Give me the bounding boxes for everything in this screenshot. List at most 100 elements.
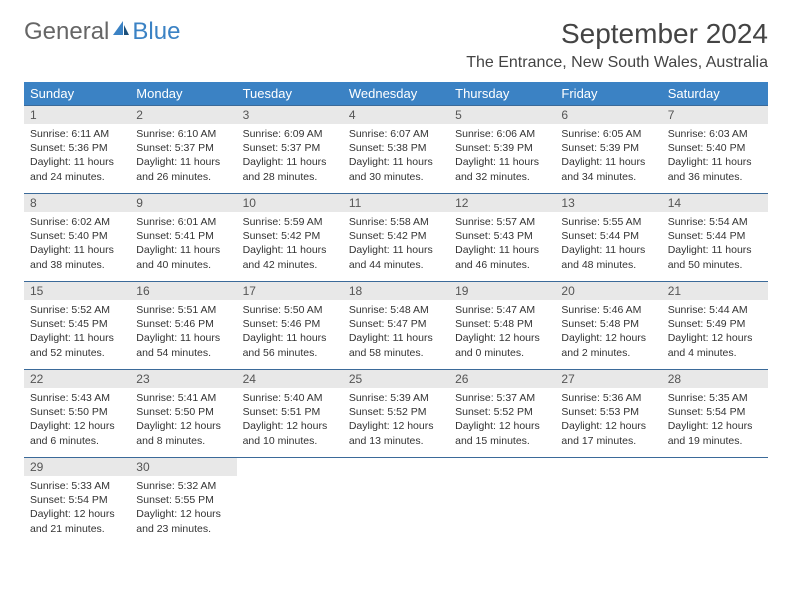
- calendar-day-cell: 11Sunrise: 5:58 AMSunset: 5:42 PMDayligh…: [343, 194, 449, 282]
- daylight-line: Daylight: 12 hours and 23 minutes.: [136, 507, 230, 535]
- calendar-day-cell: 1Sunrise: 6:11 AMSunset: 5:36 PMDaylight…: [24, 106, 130, 194]
- daylight-line: Daylight: 12 hours and 4 minutes.: [668, 331, 762, 359]
- day-number: 4: [343, 106, 449, 124]
- daylight-line: Daylight: 12 hours and 21 minutes.: [30, 507, 124, 535]
- sunrise-line: Sunrise: 5:44 AM: [668, 303, 762, 317]
- daylight-line: Daylight: 11 hours and 38 minutes.: [30, 243, 124, 271]
- day-body: Sunrise: 5:32 AMSunset: 5:55 PMDaylight:…: [130, 476, 236, 540]
- day-number: 23: [130, 370, 236, 388]
- day-number: 29: [24, 458, 130, 476]
- location-subtitle: The Entrance, New South Wales, Australia: [466, 54, 768, 72]
- sunset-line: Sunset: 5:46 PM: [136, 317, 230, 331]
- daylight-line: Daylight: 11 hours and 24 minutes.: [30, 155, 124, 183]
- calendar-day-cell: 8 Sunrise: 6:02 AMSunset: 5:40 PMDaylight…: [24, 194, 130, 282]
- daylight-line: Daylight: 11 hours and 34 minutes.: [561, 155, 655, 183]
- calendar-week-row: 1Sunrise: 6:11 AMSunset: 5:36 PMDaylight…: [24, 106, 768, 194]
- sunrise-line: Sunrise: 5:32 AM: [136, 479, 230, 493]
- sunset-line: Sunset: 5:40 PM: [30, 229, 124, 243]
- sunrise-line: Sunrise: 6:11 AM: [30, 127, 124, 141]
- calendar-day-cell: 3Sunrise: 6:09 AMSunset: 5:37 PMDaylight…: [237, 106, 343, 194]
- day-body: Sunrise: 5:40 AMSunset: 5:51 PMDaylight:…: [237, 388, 343, 452]
- calendar-week-row: 29Sunrise: 5:33 AMSunset: 5:54 PMDayligh…: [24, 458, 768, 546]
- calendar-day-cell: 10Sunrise: 5:59 AMSunset: 5:42 PMDayligh…: [237, 194, 343, 282]
- calendar-week-row: 8Sunrise: 6:02 AMSunset: 5:40 PMDaylight…: [24, 194, 768, 282]
- sunrise-line: Sunrise: 5:50 AM: [243, 303, 337, 317]
- sunset-line: Sunset: 5:50 PM: [136, 405, 230, 419]
- daylight-line: Daylight: 11 hours and 58 minutes.: [349, 331, 443, 359]
- sunset-line: Sunset: 5:48 PM: [455, 317, 549, 331]
- calendar-day-cell: 4Sunrise: 6:07 AMSunset: 5:38 PMDaylight…: [343, 106, 449, 194]
- sunrise-line: Sunrise: 6:05 AM: [561, 127, 655, 141]
- day-number: 18: [343, 282, 449, 300]
- daylight-line: Daylight: 11 hours and 44 minutes.: [349, 243, 443, 271]
- sunset-line: Sunset: 5:47 PM: [349, 317, 443, 331]
- calendar-day-cell: 29Sunrise: 5:33 AMSunset: 5:54 PMDayligh…: [24, 458, 130, 546]
- sunrise-line: Sunrise: 5:47 AM: [455, 303, 549, 317]
- daylight-line: Daylight: 12 hours and 15 minutes.: [455, 419, 549, 447]
- daylight-line: Daylight: 12 hours and 0 minutes.: [455, 331, 549, 359]
- day-body: Sunrise: 5:39 AMSunset: 5:52 PMDaylight:…: [343, 388, 449, 452]
- sunset-line: Sunset: 5:42 PM: [243, 229, 337, 243]
- calendar-body: 1Sunrise: 6:11 AMSunset: 5:36 PMDaylight…: [24, 106, 768, 546]
- day-body: Sunrise: 5:37 AMSunset: 5:52 PMDaylight:…: [449, 388, 555, 452]
- day-number: 28: [662, 370, 768, 388]
- calendar-day-cell: 17Sunrise: 5:50 AMSunset: 5:46 PMDayligh…: [237, 282, 343, 370]
- calendar-day-cell: 7Sunrise: 6:03 AMSunset: 5:40 PMDaylight…: [662, 106, 768, 194]
- calendar-day-cell: 30Sunrise: 5:32 AMSunset: 5:55 PMDayligh…: [130, 458, 236, 546]
- weekday-header: Wednesday: [343, 82, 449, 106]
- sunset-line: Sunset: 5:46 PM: [243, 317, 337, 331]
- calendar-day-cell: 26Sunrise: 5:37 AMSunset: 5:52 PMDayligh…: [449, 370, 555, 458]
- day-number: 22: [24, 370, 130, 388]
- calendar-day-cell: 28Sunrise: 5:35 AMSunset: 5:54 PMDayligh…: [662, 370, 768, 458]
- calendar-day-cell: [343, 458, 449, 546]
- day-number: 7: [662, 106, 768, 124]
- day-body: Sunrise: 6:10 AMSunset: 5:37 PMDaylight:…: [130, 124, 236, 188]
- daylight-line: Daylight: 12 hours and 10 minutes.: [243, 419, 337, 447]
- calendar-day-cell: [449, 458, 555, 546]
- daylight-line: Daylight: 11 hours and 40 minutes.: [136, 243, 230, 271]
- sunset-line: Sunset: 5:37 PM: [243, 141, 337, 155]
- daylight-line: Daylight: 11 hours and 54 minutes.: [136, 331, 230, 359]
- day-number: 8: [24, 194, 130, 212]
- calendar-day-cell: 2Sunrise: 6:10 AMSunset: 5:37 PMDaylight…: [130, 106, 236, 194]
- day-number: 3: [237, 106, 343, 124]
- sunset-line: Sunset: 5:39 PM: [561, 141, 655, 155]
- day-body: Sunrise: 5:47 AMSunset: 5:48 PMDaylight:…: [449, 300, 555, 364]
- daylight-line: Daylight: 12 hours and 13 minutes.: [349, 419, 443, 447]
- sunset-line: Sunset: 5:37 PM: [136, 141, 230, 155]
- day-number: 26: [449, 370, 555, 388]
- weekday-header: Thursday: [449, 82, 555, 106]
- calendar-day-cell: [237, 458, 343, 546]
- day-body: Sunrise: 5:51 AMSunset: 5:46 PMDaylight:…: [130, 300, 236, 364]
- day-body: Sunrise: 6:05 AMSunset: 5:39 PMDaylight:…: [555, 124, 661, 188]
- day-number: 5: [449, 106, 555, 124]
- calendar-day-cell: 5Sunrise: 6:06 AMSunset: 5:39 PMDaylight…: [449, 106, 555, 194]
- sunset-line: Sunset: 5:45 PM: [30, 317, 124, 331]
- day-body: Sunrise: 6:01 AMSunset: 5:41 PMDaylight:…: [130, 212, 236, 276]
- weekday-header: Saturday: [662, 82, 768, 106]
- sunset-line: Sunset: 5:52 PM: [455, 405, 549, 419]
- calendar-day-cell: 21Sunrise: 5:44 AMSunset: 5:49 PMDayligh…: [662, 282, 768, 370]
- logo-text-general: General: [24, 18, 109, 46]
- sunrise-line: Sunrise: 5:40 AM: [243, 391, 337, 405]
- sunrise-line: Sunrise: 5:48 AM: [349, 303, 443, 317]
- day-number: 1: [24, 106, 130, 124]
- daylight-line: Daylight: 12 hours and 2 minutes.: [561, 331, 655, 359]
- day-body: Sunrise: 5:36 AMSunset: 5:53 PMDaylight:…: [555, 388, 661, 452]
- weekday-header: Tuesday: [237, 82, 343, 106]
- daylight-line: Daylight: 11 hours and 56 minutes.: [243, 331, 337, 359]
- sunrise-line: Sunrise: 5:52 AM: [30, 303, 124, 317]
- weekday-header: Monday: [130, 82, 236, 106]
- sunrise-line: Sunrise: 6:02 AM: [30, 215, 124, 229]
- sunset-line: Sunset: 5:39 PM: [455, 141, 549, 155]
- sunset-line: Sunset: 5:49 PM: [668, 317, 762, 331]
- day-body: Sunrise: 6:11 AMSunset: 5:36 PMDaylight:…: [24, 124, 130, 188]
- calendar-day-cell: 23Sunrise: 5:41 AMSunset: 5:50 PMDayligh…: [130, 370, 236, 458]
- day-body: Sunrise: 5:52 AMSunset: 5:45 PMDaylight:…: [24, 300, 130, 364]
- calendar-day-cell: 19Sunrise: 5:47 AMSunset: 5:48 PMDayligh…: [449, 282, 555, 370]
- day-number: 15: [24, 282, 130, 300]
- day-number: 9: [130, 194, 236, 212]
- day-number: 19: [449, 282, 555, 300]
- day-body: Sunrise: 5:33 AMSunset: 5:54 PMDaylight:…: [24, 476, 130, 540]
- calendar-week-row: 15Sunrise: 5:52 AMSunset: 5:45 PMDayligh…: [24, 282, 768, 370]
